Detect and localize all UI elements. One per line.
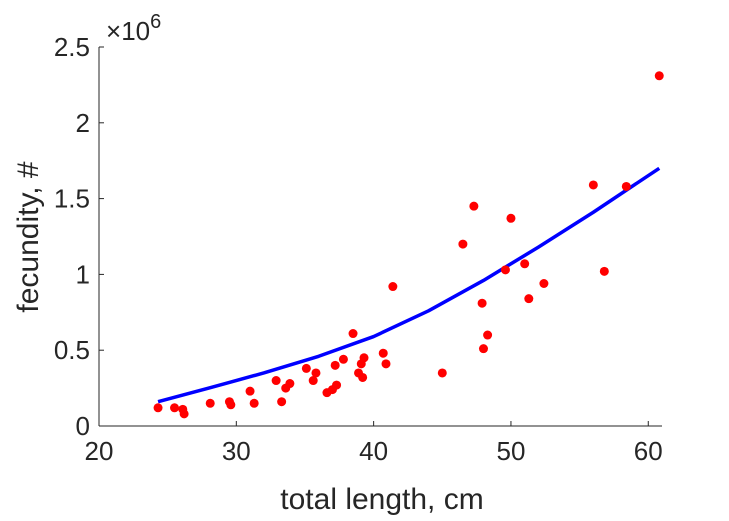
data-point xyxy=(599,266,609,276)
data-point xyxy=(332,380,342,390)
y-tick-label: 2 xyxy=(76,108,90,138)
data-point xyxy=(506,213,516,223)
x-axis-label: total length, cm xyxy=(280,483,483,516)
y-axis-ticks: 0 0.5 1 1.5 2 2.5 xyxy=(54,32,104,441)
data-point xyxy=(311,368,321,378)
y-tick-label: 0 xyxy=(76,411,90,441)
data-point xyxy=(524,294,534,304)
plot-area xyxy=(153,71,664,419)
data-point xyxy=(358,372,368,382)
data-point xyxy=(301,363,311,373)
data-point xyxy=(226,400,236,410)
exponent-times-sign: × xyxy=(106,16,121,46)
data-point xyxy=(179,409,189,419)
data-point xyxy=(153,403,163,413)
y-tick-label: 0.5 xyxy=(54,335,90,365)
data-point xyxy=(477,298,487,308)
data-point xyxy=(500,265,510,275)
data-point xyxy=(205,398,215,408)
data-point xyxy=(245,386,255,396)
data-point xyxy=(338,354,348,364)
data-point xyxy=(437,368,447,378)
exponent-power: 6 xyxy=(150,11,161,33)
x-tick-label: 40 xyxy=(359,436,388,466)
data-point xyxy=(378,348,388,358)
exponent-base: 10 xyxy=(121,16,150,46)
x-axis-ticks: 20 30 40 50 60 xyxy=(85,421,663,466)
data-point xyxy=(271,376,281,386)
x-tick-label: 50 xyxy=(496,436,525,466)
x-tick-label: 60 xyxy=(634,436,663,466)
data-point xyxy=(478,344,488,354)
data-point xyxy=(654,71,664,81)
data-point xyxy=(359,353,369,363)
data-point xyxy=(249,398,259,408)
data-point xyxy=(285,379,295,389)
data-point xyxy=(621,181,631,191)
y-tick-label: 1.5 xyxy=(54,184,90,214)
y-tick-label: 1 xyxy=(76,259,90,289)
data-point xyxy=(348,329,358,339)
x-tick-label: 20 xyxy=(85,436,114,466)
data-point xyxy=(277,397,287,407)
data-point xyxy=(388,282,398,292)
data-point xyxy=(588,180,598,190)
data-point xyxy=(381,359,391,369)
data-point xyxy=(170,403,180,413)
data-point xyxy=(539,278,549,288)
y-axis-label: fecundity, # xyxy=(12,161,45,313)
y-exponent-label: ×106 xyxy=(106,11,161,46)
x-tick-label: 30 xyxy=(222,436,251,466)
data-point xyxy=(458,239,468,249)
data-point xyxy=(483,330,493,340)
data-point xyxy=(520,259,530,269)
y-tick-label: 2.5 xyxy=(54,32,90,62)
data-point xyxy=(308,376,318,386)
data-point xyxy=(330,360,340,370)
data-point xyxy=(469,201,479,211)
fit-curve xyxy=(157,166,661,404)
